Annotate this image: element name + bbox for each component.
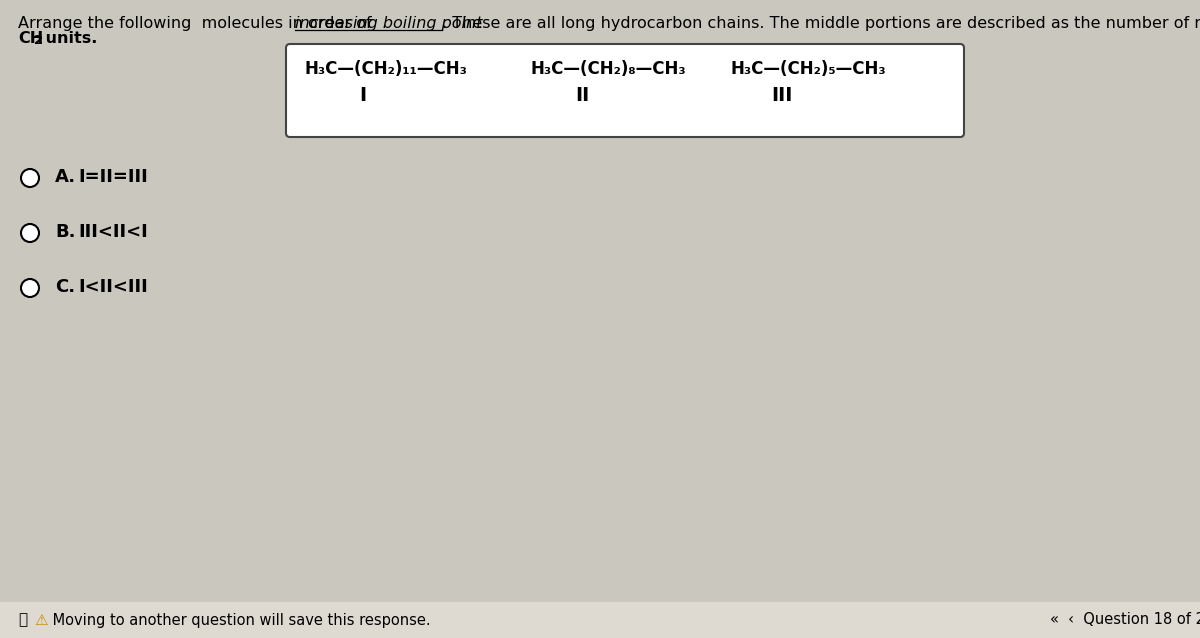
- Text: H₃C—(CH₂)₅—CH₃: H₃C—(CH₂)₅—CH₃: [730, 60, 886, 78]
- Text: increasing boiling point: increasing boiling point: [295, 16, 482, 31]
- Text: CH: CH: [18, 31, 43, 46]
- Circle shape: [22, 224, 38, 242]
- Text: 2: 2: [34, 34, 43, 47]
- Text: III: III: [772, 86, 793, 105]
- Text: I<II<III: I<II<III: [78, 278, 148, 296]
- Text: ⤷: ⤷: [18, 612, 28, 628]
- Text: I: I: [360, 86, 366, 105]
- Bar: [0, 602, 1200, 638]
- Text: C.: C.: [55, 278, 76, 296]
- Circle shape: [22, 279, 38, 297]
- Text: ⚠: ⚠: [34, 612, 48, 628]
- Text: «  ‹  Question 18 of 20  ›: « ‹ Question 18 of 20 ›: [1050, 612, 1200, 628]
- Text: units.: units.: [40, 31, 97, 46]
- Circle shape: [22, 169, 38, 187]
- Text: H₃C—(CH₂)₁₁—CH₃: H₃C—(CH₂)₁₁—CH₃: [305, 60, 468, 78]
- Text: II: II: [575, 86, 589, 105]
- Text: Moving to another question will save this response.: Moving to another question will save thi…: [48, 612, 431, 628]
- Text: . These are all long hydrocarbon chains. The middle portions are described as th: . These are all long hydrocarbon chains.…: [443, 16, 1200, 31]
- Text: III<II<I: III<II<I: [78, 223, 148, 241]
- Text: A.: A.: [55, 168, 76, 186]
- Text: B.: B.: [55, 223, 76, 241]
- Text: I=II=III: I=II=III: [78, 168, 148, 186]
- Text: H₃C—(CH₂)₈—CH₃: H₃C—(CH₂)₈—CH₃: [530, 60, 685, 78]
- FancyBboxPatch shape: [286, 44, 964, 137]
- Text: Arrange the following  molecules in order of: Arrange the following molecules in order…: [18, 16, 377, 31]
